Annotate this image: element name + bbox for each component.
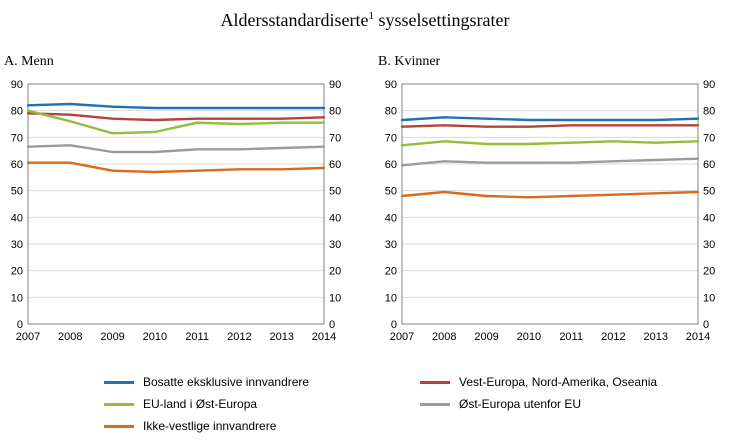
y-tick-label-right: 70 (703, 132, 715, 144)
y-tick-label-right: 40 (329, 212, 341, 224)
x-tick-label: 2008 (432, 331, 456, 343)
y-tick-label-right: 90 (703, 79, 715, 91)
panel-menn: A. Menn 0 0 10 10 20 20 30 30 40 40 50 50 60 60 70 70 80… (2, 47, 354, 353)
y-tick-label-left: 90 (385, 79, 397, 91)
panel-b-subtitle: B. Kvinner (378, 54, 441, 69)
y-tick-label-left: 0 (391, 319, 397, 331)
x-tick-label: 2014 (312, 331, 336, 343)
x-tick-label: 2007 (16, 331, 40, 343)
legend-label: Vest-Europa, Nord-Amerika, Oseania (459, 375, 658, 389)
y-tick-label-right: 20 (703, 266, 715, 278)
x-tick-label: 2014 (686, 331, 710, 343)
y-tick-label-left: 20 (11, 266, 23, 278)
y-tick-label-left: 50 (385, 186, 397, 198)
y-tick-label-left: 80 (385, 106, 397, 118)
y-tick-label-left: 30 (11, 239, 23, 251)
legend-label: Bosatte eksklusive innvandrere (143, 375, 310, 389)
panel-a-subtitle: A. Menn (4, 54, 54, 69)
y-tick-label-left: 20 (385, 266, 397, 278)
x-tick-label: 2012 (227, 331, 251, 343)
series-line-eu-land-i-st-europa (400, 140, 700, 147)
legend-item-bosatte-eksklusive-innvandrere: Bosatte eksklusive innvandrere (104, 371, 420, 393)
series-line-st-europa-utenfor-eu (400, 157, 700, 167)
figure-title: Aldersstandardiserte1 sysselsettingsrate… (0, 10, 730, 31)
series-line-bosatte-eksklusive-innvandrere (400, 116, 700, 122)
y-tick-label-left: 70 (385, 132, 397, 144)
legend-swatch (104, 424, 134, 428)
series-line-ikke-vestlige-innvandrere (400, 190, 700, 199)
y-tick-label-right: 50 (329, 186, 341, 198)
y-tick-label-right: 10 (329, 292, 341, 304)
y-tick-label-left: 0 (17, 319, 23, 331)
y-tick-label-left: 40 (385, 212, 397, 224)
series-line-vest-europa-nord-amerika-oseania (26, 112, 326, 122)
legend-item-eu-land-i-st-europa: EU-land i Øst-Europa (104, 393, 420, 415)
y-tick-label-left: 30 (385, 239, 397, 251)
x-tick-label: 2008 (58, 331, 82, 343)
y-tick-label-left: 70 (11, 132, 23, 144)
plot-border (401, 83, 699, 325)
series-line-eu-land-i-st-europa (26, 109, 326, 135)
y-tick-label-right: 50 (703, 186, 715, 198)
title-text: Aldersstandardiserte (220, 10, 369, 30)
x-tick-label: 2012 (601, 331, 625, 343)
x-tick-label: 2011 (185, 331, 209, 343)
legend-label: EU-land i Øst-Europa (143, 397, 258, 411)
y-tick-label-right: 70 (329, 132, 341, 144)
legend-column-right: Vest-Europa, Nord-Amerika, Oseania Øst-Eu… (420, 371, 657, 437)
y-tick-label-left: 50 (11, 186, 23, 198)
y-tick-label-right: 40 (703, 212, 715, 224)
legend-swatch (420, 380, 450, 384)
y-tick-label-right: 10 (703, 292, 715, 304)
y-tick-label-right: 80 (329, 106, 341, 118)
legend-column-left: Bosatte eksklusive innvandrere EU-land i … (104, 371, 420, 437)
panel-kvinner: B. Kvinner 0 0 10 10 20 20 30 30 40 40 50 50 60 60 70 7… (376, 47, 728, 353)
x-tick-label: 2009 (100, 331, 124, 343)
footnote-marker: 1 (368, 10, 374, 22)
y-tick-label-left: 10 (385, 292, 397, 304)
y-tick-label-right: 80 (703, 106, 715, 118)
y-tick-label-left: 90 (11, 79, 23, 91)
legend-item-st-europa-utenfor-eu: Øst-Europa utenfor EU (420, 393, 657, 415)
y-tick-label-left: 10 (11, 292, 23, 304)
legend-label: Øst-Europa utenfor EU (459, 397, 582, 411)
y-tick-label-left: 40 (11, 212, 23, 224)
y-tick-label-left: 80 (11, 106, 23, 118)
series-line-vest-europa-nord-amerika-oseania (400, 124, 700, 128)
x-tick-label: 2007 (390, 331, 414, 343)
y-tick-label-right: 60 (703, 159, 715, 171)
chart-kvinner: 0 0 10 10 20 20 30 30 40 40 50 50 60 60 70 70 80 80 90 90 20… (385, 79, 716, 343)
legend-item-vest-europa-nord-amerika-oseania: Vest-Europa, Nord-Amerika, Oseania (420, 371, 657, 393)
series-line-bosatte-eksklusive-innvandrere (26, 102, 326, 110)
legend-label: Ikke-vestlige innvandrere (143, 419, 277, 433)
y-tick-label-left: 60 (385, 159, 397, 171)
legend: Bosatte eksklusive innvandrere EU-land i … (0, 371, 730, 437)
x-tick-label: 2010 (143, 331, 167, 343)
x-tick-label: 2013 (269, 331, 293, 343)
x-tick-label: 2010 (517, 331, 541, 343)
charts-row: A. Menn 0 0 10 10 20 20 30 30 40 40 50 50 60 60 70 70 80… (0, 47, 730, 353)
y-tick-label-right: 20 (329, 266, 341, 278)
y-tick-label-right: 60 (329, 159, 341, 171)
legend-swatch (104, 380, 134, 384)
legend-item-ikke-vestlige-innvandrere: Ikke-vestlige innvandrere (104, 415, 420, 437)
y-tick-label-right: 0 (329, 319, 335, 331)
y-tick-label-right: 0 (703, 319, 709, 331)
title-text-rest: sysselsettingsrater (378, 10, 510, 30)
chart-menn: 0 0 10 10 20 20 30 30 40 40 50 50 60 60 70 70 80 80 90 90 20… (11, 79, 342, 343)
legend-swatch (104, 402, 134, 406)
x-tick-label: 2009 (474, 331, 498, 343)
x-tick-label: 2011 (559, 331, 583, 343)
plot-border (27, 83, 325, 325)
y-tick-label-right: 30 (329, 239, 341, 251)
y-tick-label-right: 30 (703, 239, 715, 251)
series-line-st-europa-utenfor-eu (26, 144, 326, 154)
x-tick-label: 2013 (643, 331, 667, 343)
y-tick-label-right: 90 (329, 79, 341, 91)
y-tick-label-left: 60 (11, 159, 23, 171)
legend-swatch (420, 402, 450, 406)
series-line-ikke-vestlige-innvandrere (26, 161, 326, 174)
